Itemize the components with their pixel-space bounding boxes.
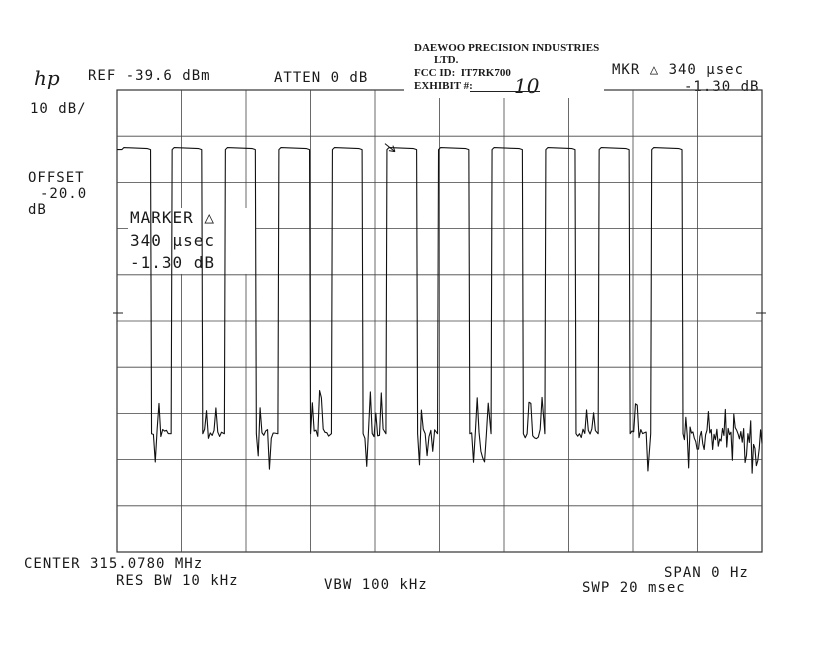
attenuation-readout: ATTEN 0 dB	[274, 70, 369, 86]
scale-readout: 10 dB/	[30, 101, 87, 117]
offset-label: OFFSET	[28, 170, 85, 186]
marker-annotation-line1: MARKER △	[130, 208, 216, 227]
delta-marker-arrow	[384, 143, 396, 153]
stamp-fcc-id: FCC ID: IT7RK700	[414, 67, 511, 79]
marker-annotation-line3: -1.30 dB	[130, 253, 216, 272]
marker-annotation-backdrop	[128, 208, 256, 274]
marker-annotation-line2: 340 µsec	[130, 231, 216, 250]
span-readout: SPAN 0 Hz	[664, 565, 749, 581]
marker-readout-level: -1.30 dB	[684, 79, 760, 95]
signal-trace	[117, 147, 763, 474]
stamp-company-suffix: LTD.	[434, 54, 459, 66]
stamp-exhibit-number: 10	[514, 74, 540, 98]
offset-unit: dB	[28, 202, 47, 218]
sweep-time-readout: SWP 20 msec	[582, 580, 686, 596]
offset-value: -20.0	[40, 186, 88, 202]
marker-readout-time: MKR △ 340 µsec	[612, 62, 745, 78]
hp-logo: hp	[34, 66, 60, 90]
center-frequency-readout: CENTER 315.0780 MHz	[24, 556, 204, 572]
stamp-underline	[470, 91, 540, 92]
exhibit-stamp: DAEWOO PRECISION INDUSTRIES LTD. FCC ID:…	[404, 38, 604, 98]
stamp-exhibit-label: EXHIBIT #:	[414, 80, 473, 92]
ref-level-readout: REF -39.6 dBm	[88, 68, 211, 84]
vbw-readout: VBW 100 kHz	[324, 577, 428, 593]
res-bw-readout: RES BW 10 kHz	[116, 573, 239, 589]
stamp-company: DAEWOO PRECISION INDUSTRIES	[414, 42, 600, 54]
